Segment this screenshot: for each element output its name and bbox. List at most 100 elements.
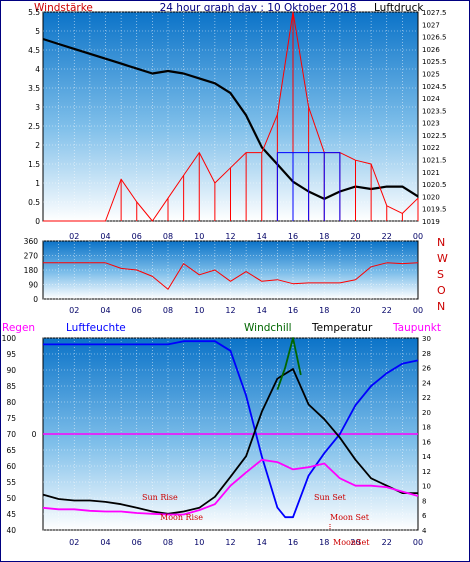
x-tick-label: 18 xyxy=(319,306,329,315)
legend-temperatur: Temperatur xyxy=(311,322,373,334)
x-tick-label: 02 xyxy=(69,306,79,315)
wind-speed-tick: 4 xyxy=(35,65,40,74)
wind-speed-line xyxy=(43,11,419,222)
compass-label: S xyxy=(437,268,444,281)
wind-speed-tick: 3.5 xyxy=(28,84,40,93)
wind-direction-tick: 0 xyxy=(33,295,38,304)
humidity-tick: 75 xyxy=(6,414,16,423)
x-tick-label: 12 xyxy=(225,538,235,547)
x-tick-label: 22 xyxy=(382,306,392,315)
compass-label: W xyxy=(437,252,448,265)
temperature-tick: 24 xyxy=(422,379,431,387)
x-tick-label: 14 xyxy=(257,306,267,315)
x-tick-label: 08 xyxy=(163,538,173,547)
temperature-tick: 18 xyxy=(422,424,431,432)
annotation-sun-set: Sun Set xyxy=(314,493,347,502)
x-tick-label: 06 xyxy=(132,232,142,241)
pressure-tick: 1019 xyxy=(422,218,440,226)
rain-axis-tick: 0 xyxy=(32,430,37,439)
x-tick-label: 14 xyxy=(257,538,267,547)
wind-direction-tick: 180 xyxy=(24,266,39,275)
wind-pressure-series xyxy=(42,11,419,222)
annotation-sun-rise: Sun Rise xyxy=(142,493,178,502)
pressure-tick: 1026.5 xyxy=(422,34,447,42)
pressure-tick: 1025 xyxy=(422,70,440,78)
temperature-line xyxy=(42,368,418,515)
humidity-tick: 60 xyxy=(6,462,16,471)
wind-speed-tick: 5.5 xyxy=(28,8,40,17)
x-tick-label: 04 xyxy=(100,232,110,241)
temperature-tick: 4 xyxy=(422,527,427,535)
humidity-tick: 50 xyxy=(6,494,16,503)
humidity-tick: 90 xyxy=(6,366,16,375)
humidity-tick: 100 xyxy=(2,334,17,343)
x-tick-label: 20 xyxy=(350,232,360,241)
x-tick-label: 06 xyxy=(132,306,142,315)
wind-direction-line xyxy=(43,262,419,290)
wind-direction-x-axis: 02 04 06 08 10 12 14 16 18 20 22 00 xyxy=(69,306,423,315)
x-tick-label: 10 xyxy=(194,538,204,547)
x-tick-label: 12 xyxy=(225,232,235,241)
wind-speed-tick: 4.5 xyxy=(28,46,40,55)
temperature-tick: 12 xyxy=(422,468,431,476)
pressure-tick: 1021.5 xyxy=(422,157,447,165)
x-tick-label: 16 xyxy=(288,232,298,241)
pressure-tick: 1024.5 xyxy=(422,83,447,91)
legend-regen: Regen xyxy=(2,322,35,334)
wind-direction-series xyxy=(43,262,419,290)
pressure-tick: 1020.5 xyxy=(422,181,447,189)
wind-speed-tick: 1 xyxy=(35,179,40,188)
legend-windchill: Windchill xyxy=(244,322,292,334)
pressure-tick: 1024 xyxy=(422,95,440,103)
temperature-tick: 10 xyxy=(422,483,431,491)
humidity-tick: 70 xyxy=(6,430,16,439)
annotation-moon-rise: Moon Rise xyxy=(160,513,203,522)
pressure-tick: 1023.5 xyxy=(422,107,447,115)
wind-direction-gridlines xyxy=(43,240,418,300)
temperature-tick: 6 xyxy=(422,512,427,520)
pressure-tick: 1021 xyxy=(422,169,440,177)
temperature-tick: 26 xyxy=(422,365,431,373)
compass-label: N xyxy=(437,300,445,313)
legend-taupunkt: Taupunkt xyxy=(392,322,441,334)
x-tick-label: 12 xyxy=(225,306,235,315)
wind-speed-label: Windstärke xyxy=(34,2,93,14)
temperature-tick: 20 xyxy=(422,409,431,417)
humidity-tick: 45 xyxy=(6,510,16,519)
humidity-tick: 55 xyxy=(6,478,16,487)
wind-pressure-x-axis: 02 04 06 08 10 12 14 16 18 20 22 00 xyxy=(69,232,423,241)
x-tick-label: 18 xyxy=(319,232,329,241)
pressure-tick: 1022.5 xyxy=(422,132,447,140)
x-tick-label: 06 xyxy=(132,538,142,547)
wind-direction-tick: 270 xyxy=(24,252,39,261)
humidity-tick: 85 xyxy=(6,382,16,391)
compass-label: O xyxy=(437,284,446,297)
humidity-tick: 65 xyxy=(6,446,16,455)
wind-speed-tick: 5 xyxy=(35,27,40,36)
wind-direction-tick: 360 xyxy=(24,237,39,246)
x-tick-label: 22 xyxy=(382,538,392,547)
x-tick-label: 08 xyxy=(163,306,173,315)
legend-luftfeuchte: Luftfeuchte xyxy=(66,322,126,334)
x-tick-label: 20 xyxy=(350,306,360,315)
humidity-line xyxy=(43,340,419,519)
pressure-tick: 1022 xyxy=(422,144,440,152)
wind-direction-tick: 90 xyxy=(28,281,38,290)
wind-speed-tick: 0.5 xyxy=(28,198,40,207)
climate-x-axis: 02 04 06 08 10 12 14 16 18 20 22 00 xyxy=(69,538,423,547)
pressure-label: Luftdruck xyxy=(374,2,424,14)
x-tick-label: 04 xyxy=(100,538,110,547)
humidity-axis: 40 45 50 55 60 65 70 75 80 85 90 95 100 xyxy=(2,334,17,535)
x-tick-label: 16 xyxy=(288,306,298,315)
humidity-tick: 80 xyxy=(6,398,16,407)
wind-speed-tick: 2.5 xyxy=(28,122,40,131)
pressure-tick: 1020 xyxy=(422,193,440,201)
x-tick-label: 10 xyxy=(194,232,204,241)
temperature-tick: 16 xyxy=(422,438,431,446)
pressure-tick: 1025.5 xyxy=(422,58,447,66)
compass-label: N xyxy=(437,236,445,249)
annotation-moonset-axis: MoonSet xyxy=(333,538,370,547)
x-tick-label: 20 xyxy=(350,538,360,547)
